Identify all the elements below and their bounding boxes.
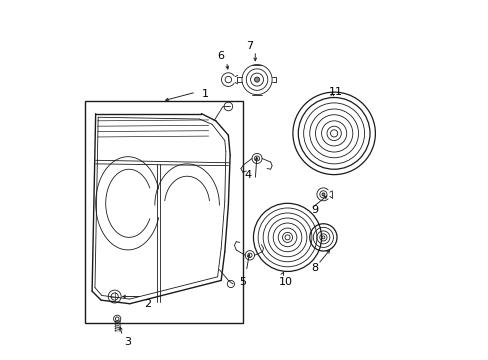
Text: 10: 10 bbox=[278, 277, 292, 287]
Text: 2: 2 bbox=[144, 299, 151, 309]
Text: 5: 5 bbox=[239, 277, 245, 287]
Circle shape bbox=[254, 77, 259, 82]
Bar bbox=[85, 101, 242, 323]
Text: 3: 3 bbox=[124, 337, 131, 347]
Text: 11: 11 bbox=[328, 87, 342, 97]
Text: 6: 6 bbox=[217, 51, 224, 61]
Text: 1: 1 bbox=[201, 89, 208, 99]
Text: 9: 9 bbox=[310, 206, 317, 216]
Text: 4: 4 bbox=[244, 170, 251, 180]
Text: 7: 7 bbox=[246, 41, 253, 50]
Circle shape bbox=[321, 193, 324, 196]
Text: 8: 8 bbox=[310, 263, 317, 273]
